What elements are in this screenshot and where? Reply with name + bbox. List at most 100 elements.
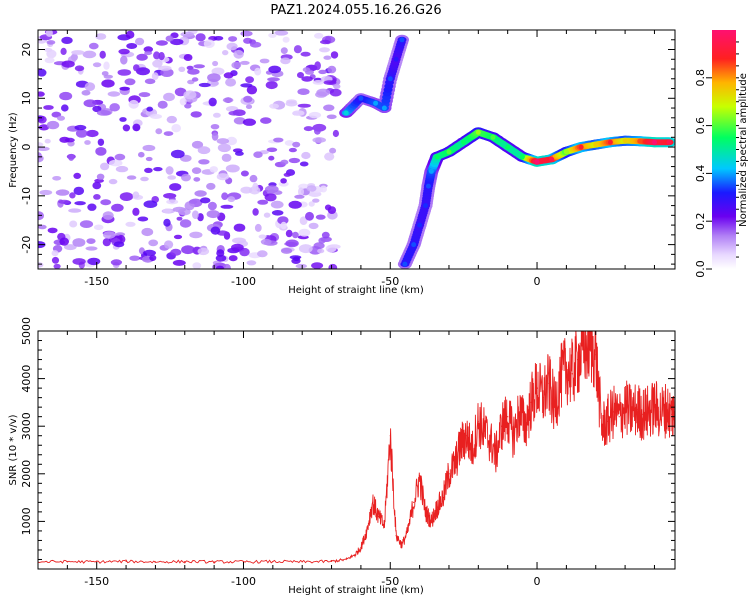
noise-blob [222,50,229,56]
noise-blob [163,92,175,102]
ridge-point [505,144,511,150]
snr-y-axis: 1000 2000 3000 4000 5000 [20,317,675,570]
noise-blob [319,47,330,53]
noise-blob [74,65,85,72]
noise-blob [231,243,244,251]
noise-blob [239,60,250,65]
noise-blob [312,80,325,85]
noise-blob [39,189,53,196]
noise-blob [228,36,238,42]
noise-blob [136,67,150,76]
noise-blob [285,229,293,238]
noise-blob [72,238,86,247]
noise-blob [325,244,337,253]
noise-blob [299,216,308,225]
x-tick-label: -150 [84,275,109,288]
noise-blob [305,69,314,75]
noise-blob [103,61,110,70]
noise-blob [183,54,193,61]
noise-blob [178,66,186,73]
y-tick-label: 2000 [20,460,33,488]
noise-blob [46,120,60,130]
noise-blob [191,77,199,82]
noise-blob [128,99,139,109]
noise-blob [288,200,302,209]
y-tick-label: 5000 [20,317,33,345]
snr-data-point [624,406,626,408]
noise-blob [292,231,299,239]
noise-blob [172,259,186,266]
noise-blob [197,247,210,256]
noise-blob [87,257,101,266]
noise-blob [330,51,339,59]
noise-blob [207,73,221,82]
noise-blob [115,165,129,173]
noise-blob [329,88,342,97]
noise-blob [187,68,200,75]
noise-blob [132,207,140,216]
noise-blob [257,199,269,205]
noise-blob [216,265,224,269]
snr-data-point [630,411,632,413]
noise-blob [323,55,332,60]
noise-blob [259,58,270,64]
noise-blob [96,110,111,116]
noise-blob [53,263,61,269]
noise-blob [51,256,60,264]
noise-blob [64,244,77,251]
noise-blob [144,51,153,56]
snr-data-point [601,425,603,427]
noise-blob [210,226,221,235]
snr-data-point [471,449,474,451]
noise-blob [246,260,257,266]
x-tick-label: -150 [84,575,109,588]
noise-blob [141,227,154,237]
noise-blob [197,146,211,155]
noise-blob [84,140,91,145]
noise-blob [209,166,218,173]
snr-data-point [430,520,432,523]
noise-blob [306,185,317,192]
noise-blob [92,105,102,113]
snr-data-point [477,420,479,422]
snr-data-point [184,561,186,563]
noise-blob [329,147,337,154]
noise-blob [176,216,183,221]
noise-blob [85,246,98,251]
noise-blob [294,194,305,199]
snr-data-point [554,406,556,408]
snr-data-point [66,561,68,563]
noise-blob [318,69,327,75]
snr-frame [37,330,676,570]
noise-blob [97,138,105,146]
snr-data-point [213,561,215,563]
noise-blob [69,220,78,228]
noise-blob [117,69,132,76]
noise-blob [252,182,259,192]
noise-blob [311,262,324,269]
noise-blob [64,137,75,143]
noise-blob [162,208,172,214]
noise-blob [193,177,201,182]
y-tick-label: -20 [20,236,33,254]
y-tick-label: 1000 [20,507,33,535]
noise-blob [280,247,293,254]
noise-blob [152,59,163,68]
noise-blob [280,47,288,54]
noise-blob [68,153,75,161]
ridge-point [549,156,555,162]
noise-blob [38,142,44,147]
noise-blob [189,231,203,239]
snr-data-point [671,413,673,415]
ridge-point [402,261,408,267]
noise-blob [138,151,145,158]
snr-data-point [548,382,550,384]
noise-blob [245,104,253,109]
noise-blob [206,182,216,190]
noise-blob [119,86,130,91]
noise-blob [118,48,130,55]
noise-blob [180,31,194,37]
ridge-point [417,222,423,228]
